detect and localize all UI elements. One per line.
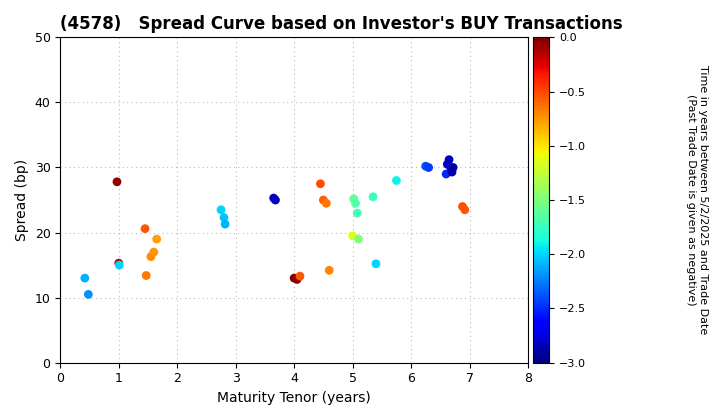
Point (350, 200, 361, 207)
Point (270, 197, 282, 203)
Point (348, 195, 359, 202)
Point (323, 267, 335, 274)
Point (347, 232, 359, 239)
Point (218, 214, 230, 221)
Point (456, 203, 468, 210)
Point (446, 169, 458, 176)
Point (79, 275, 91, 281)
Point (268, 195, 279, 202)
Y-axis label: Time in years between 5/2/2025 and Trade Date
(Past Trade Date is given as negat: Time in years between 5/2/2025 and Trade… (686, 66, 708, 335)
Point (367, 194, 379, 200)
Point (294, 273, 306, 280)
Point (445, 164, 456, 171)
X-axis label: Maturity Tenor (years): Maturity Tenor (years) (217, 391, 371, 405)
Point (83, 291, 94, 298)
Y-axis label: Spread (bp): Spread (bp) (15, 159, 29, 241)
Point (447, 164, 459, 171)
Point (391, 177, 402, 184)
Point (444, 156, 455, 163)
Point (459, 206, 471, 213)
Point (353, 236, 364, 242)
Point (111, 178, 122, 185)
Point (441, 171, 452, 177)
Point (441, 161, 453, 168)
Point (148, 249, 160, 255)
Point (145, 253, 157, 260)
Point (370, 260, 382, 267)
Point (113, 260, 125, 267)
Point (139, 225, 150, 232)
Point (320, 200, 332, 207)
Point (215, 206, 227, 213)
Point (292, 276, 303, 283)
Point (140, 272, 152, 279)
Text: (4578)   Spread Curve based on Investor's BUY Transactions: (4578) Spread Curve based on Investor's … (60, 15, 623, 33)
Point (315, 181, 326, 187)
Point (351, 210, 363, 216)
Point (114, 262, 125, 268)
Point (220, 221, 231, 228)
Point (151, 236, 163, 242)
Point (420, 163, 431, 170)
Point (289, 275, 300, 281)
Point (423, 164, 434, 171)
Point (318, 197, 329, 203)
